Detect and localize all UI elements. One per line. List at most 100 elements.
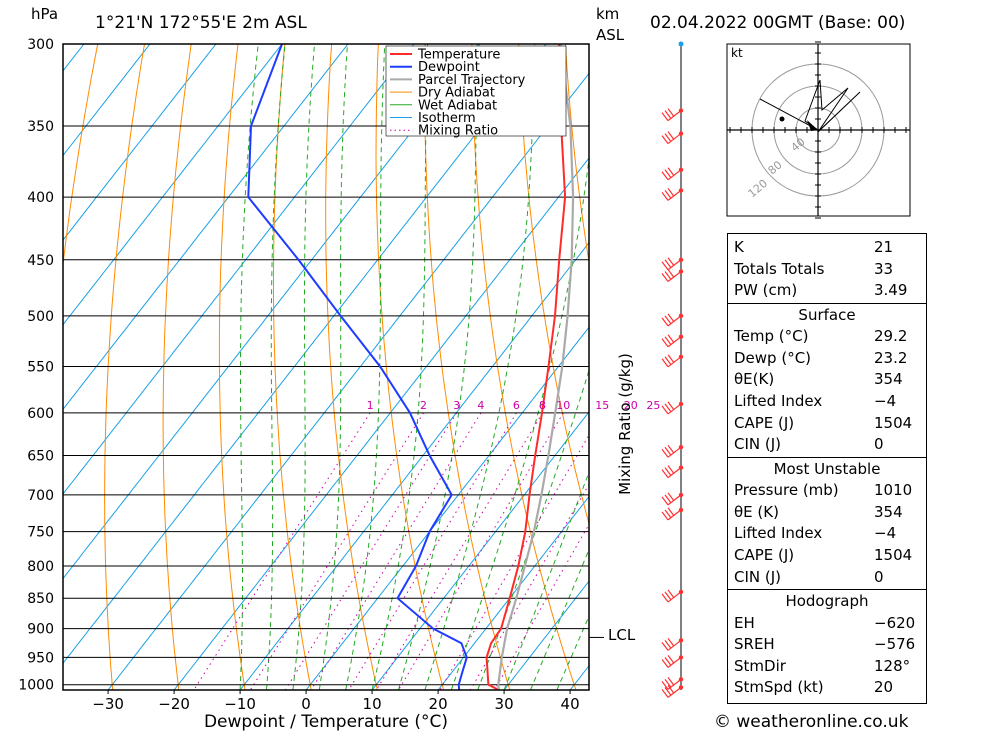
pressure-tick-label: 700: [27, 488, 54, 504]
isotherm-line: [63, 44, 481, 580]
dry-adiabat-line: [940, 44, 1000, 690]
wind-barb-flag: [667, 507, 675, 517]
pressure-axis: 300 350 400 450 500 550 600 650 700 750 800 850 900 9…: [18, 37, 54, 694]
dry-adiabat-line: [325, 44, 378, 690]
index-label: PW (cm): [734, 281, 798, 300]
pressure-tick-label: 400: [27, 190, 54, 206]
mixing-ratio-tick-label: 3: [453, 399, 460, 412]
index-value: −620: [874, 613, 916, 632]
wind-barb-flag: [664, 403, 672, 413]
wet-adiabat-line: [371, 44, 429, 690]
surface-index-row: θE(K) 354: [734, 368, 920, 390]
temperature-tick-label: 40: [561, 695, 580, 713]
dry-adiabat-line: [518, 44, 589, 526]
index-label: Temp (°C): [734, 327, 809, 346]
pressure-tick-label: 850: [27, 591, 54, 607]
temperature-tick-label: 30: [495, 695, 514, 713]
x-axis-label: Dewpoint / Temperature (°C): [204, 712, 448, 732]
lcl-label: LCL: [608, 626, 636, 644]
index-label: Lifted Index: [734, 524, 823, 543]
wind-barb-flag: [664, 259, 672, 269]
surface-index-row: Lifted Index −4: [734, 390, 920, 412]
wind-barb-staff: [667, 446, 682, 458]
plot-frame: [62, 43, 590, 691]
temperature-tick-label: −20: [158, 695, 190, 713]
wet-adiabat-line: [450, 154, 589, 690]
index-value: 21: [874, 238, 894, 256]
hodograph-index-row: SREH −576: [734, 633, 920, 655]
wet-adiabat-line: [266, 44, 286, 690]
wind-barb-flag: [664, 169, 672, 179]
wind-barb: [661, 188, 682, 201]
temperature-tick-label: −10: [224, 695, 256, 713]
wind-barb: [661, 257, 682, 271]
wind-barb-flag: [661, 659, 669, 668]
wind-barb-flag: [667, 167, 675, 177]
wind-barb: [661, 465, 682, 479]
mixing-ratio-line: [398, 412, 564, 690]
wind-barb: [661, 637, 682, 651]
legend-label: Parcel Trajectory: [418, 73, 526, 88]
pressure-tick-label: 950: [27, 650, 54, 666]
index-label: CIN (J): [734, 567, 782, 586]
wind-barb: [661, 334, 682, 348]
wet-adiabat-line: [292, 44, 315, 690]
index-label: θE(K): [734, 370, 775, 389]
mixing-ratio-line: [348, 412, 517, 690]
storm-motion-line: [759, 98, 819, 131]
wind-barb: [661, 269, 682, 282]
mixing-ratio-line: [469, 483, 589, 690]
dry-adiabat-line: [986, 44, 1000, 690]
wet-adiabat-line: [239, 44, 259, 690]
parcel-trajectory-profile: [497, 44, 575, 690]
pressure-tick-label: 750: [27, 525, 54, 541]
surface-index-row: Dewp (°C) 23.2: [734, 347, 920, 369]
mixing-ratio-tick-label: 6: [513, 399, 520, 412]
wet-adiabat-line: [424, 44, 536, 690]
index-label: SREH: [734, 635, 775, 654]
most-unstable-section-title: Most Unstable: [773, 459, 881, 478]
dewpoint-profile: [247, 44, 468, 690]
mixing-ratio-tick-label: 20: [624, 399, 638, 412]
index-value: 128°: [874, 656, 911, 675]
wind-barb-flag: [664, 315, 672, 325]
pressure-tick-label: 650: [27, 448, 54, 464]
most-unstable-index-row: Lifted Index −4: [734, 522, 920, 544]
index-label: Totals Totals: [734, 259, 825, 278]
km-label: km: [596, 5, 619, 23]
wind-barb-staff: [667, 656, 682, 668]
wind-barb-staff: [667, 467, 682, 479]
dry-adiabat-line: [471, 44, 577, 690]
wind-barb: [661, 444, 682, 458]
dry-adiabat-line: [424, 44, 511, 690]
wind-barb-flag: [661, 338, 669, 348]
wind-barb: [661, 131, 682, 145]
mixing-ratio-tick-label: 10: [556, 399, 570, 412]
section-divider: [728, 589, 926, 591]
index-label: CAPE (J): [734, 546, 795, 564]
legend-label: Dry Adiabat: [418, 86, 495, 101]
temperature-profile: [485, 44, 567, 690]
wind-barb-staff: [667, 336, 682, 348]
most-unstable-index-row: Pressure (mb) 1010: [734, 479, 920, 501]
wind-barb-flag: [667, 188, 675, 197]
wind-barb-flag: [661, 171, 669, 181]
copyright-footer: © weatheronline.co.uk: [714, 712, 909, 732]
wind-barb-staff: [667, 591, 682, 603]
wind-barb-flag: [664, 678, 672, 688]
pressure-tick-label: 350: [27, 119, 54, 135]
wind-barb-flag: [667, 684, 675, 694]
wind-barb-flag: [664, 639, 672, 649]
index-value: −4: [874, 524, 897, 543]
wind-barb-staff: [667, 259, 682, 271]
wind-barb-flag: [667, 444, 675, 454]
section-divider: [728, 302, 926, 304]
dry-adiabat-line: [104, 44, 145, 690]
wind-barb: [661, 655, 682, 668]
dry-adiabat-line: [162, 44, 192, 690]
wind-barb-flag: [664, 446, 672, 456]
pressure-tick-label: 450: [27, 253, 54, 269]
mixing-ratio-tick-label: 15: [595, 399, 609, 412]
index-label: Pressure (mb): [734, 481, 839, 500]
